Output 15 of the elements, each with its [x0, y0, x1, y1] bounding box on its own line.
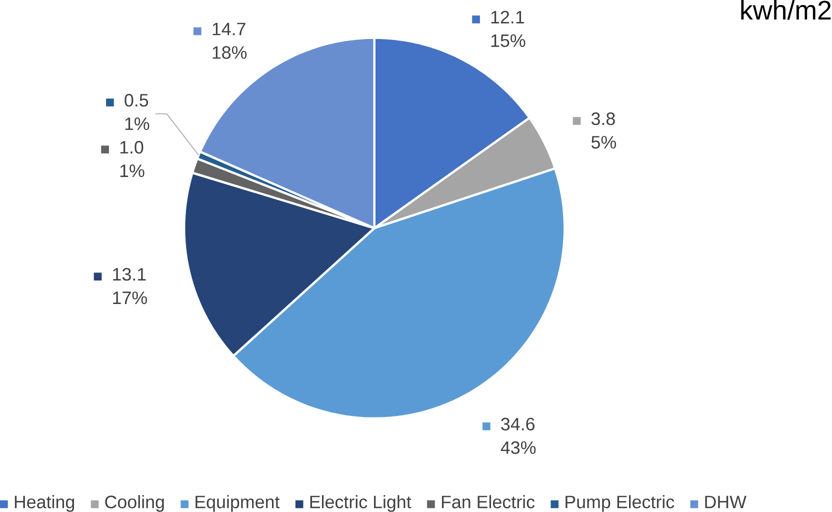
legend-label: Heating	[14, 495, 74, 512]
data-label: 1.0 1%	[120, 141, 144, 178]
data-label: 12.1 15%	[491, 10, 526, 48]
data-label: 34.6 43%	[500, 418, 536, 454]
data-label: 14.7 18%	[212, 22, 247, 59]
legend-label: DHW	[705, 496, 746, 508]
legend-label: Equipment	[196, 495, 280, 512]
legend-label: Fan Electric	[442, 495, 535, 508]
legend-label: Electric Light	[310, 495, 412, 512]
legend-label: Pump Electric	[566, 495, 674, 512]
chart-title: kwh/m2	[741, 0, 831, 20]
legend-label: Cooling	[105, 495, 164, 512]
data-label: 0.5 1%	[124, 94, 150, 130]
data-label: 3.8 5%	[591, 112, 616, 149]
data-label: 13.1 17%	[113, 268, 147, 304]
